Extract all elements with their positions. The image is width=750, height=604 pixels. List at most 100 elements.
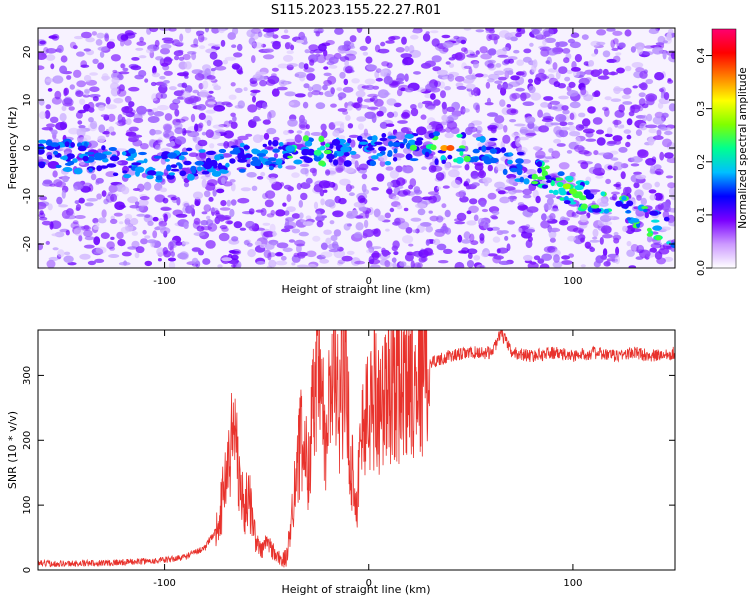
spectrogram-cell (430, 93, 436, 100)
y-tick-label: -10 (22, 188, 33, 204)
spectrogram-cell (479, 168, 485, 177)
spectrogram-cell (118, 84, 125, 92)
spectrogram-cell (263, 33, 273, 38)
spectrogram-cell (618, 42, 626, 49)
spectrogram-cell (410, 191, 415, 197)
spectrogram-cell (599, 237, 604, 245)
spectrogram-cell (640, 197, 647, 206)
spectrogram-cell (500, 230, 509, 234)
spectrogram-ridge-cell (122, 170, 128, 174)
spectrogram-cell (615, 246, 620, 256)
spectrogram-cell (306, 73, 316, 81)
spectrogram-cell (454, 52, 463, 60)
spectrogram-cell (39, 40, 46, 45)
spectrogram-cell (610, 39, 615, 49)
spectrogram-cell (191, 69, 203, 75)
spectrogram-ridge-cell (285, 145, 296, 152)
spectrogram-ridge-cell (55, 164, 62, 169)
spectrogram-cell (358, 123, 364, 130)
spectrogram-cell (415, 203, 427, 209)
spectrogram-cell (343, 167, 355, 173)
spectrogram-cell (154, 194, 166, 203)
spectrogram-cell (368, 255, 375, 265)
spectrogram-ridge-cell (358, 141, 369, 145)
spectrogram-cell (642, 182, 653, 190)
spectrogram-cell (107, 113, 116, 122)
spectrogram-cell (596, 29, 607, 36)
spectrogram-cell (159, 75, 166, 80)
spectrogram-cell (468, 205, 479, 213)
spectrogram-cell (272, 40, 281, 50)
spectrogram-ridge-cell (655, 235, 662, 241)
spectrogram-cell (561, 255, 571, 260)
spectrogram-cell (74, 215, 86, 219)
spectrogram-cell (285, 218, 290, 228)
spectrogram-cell (127, 196, 139, 204)
spectrogram-cell (454, 75, 465, 82)
spectrogram-cell (236, 43, 243, 52)
spectrogram-cell (353, 201, 366, 208)
spectrogram-cell (413, 71, 421, 75)
spectrogram-cell (256, 261, 266, 265)
spectrogram-ridge-cell (293, 159, 303, 165)
spectrogram-cell (247, 104, 258, 113)
spectrogram-ridge-cell (519, 176, 525, 183)
spectrogram-cell (120, 34, 129, 41)
spectrogram-cell (411, 195, 423, 203)
spectrogram-ridge-cell (369, 160, 377, 167)
spectrogram-ridge-cell (153, 171, 164, 177)
spectrogram-cell (610, 157, 619, 161)
spectrogram-cell (531, 28, 540, 35)
spectrogram-cell (614, 109, 625, 118)
y-tick-label: 20 (22, 46, 33, 59)
spectrogram-cell (430, 124, 442, 128)
spectrogram-cell (402, 235, 414, 244)
spectrogram-cell (92, 225, 100, 230)
spectrogram-ridge-cell (489, 148, 498, 154)
spectrogram-cell (38, 111, 47, 120)
spectrogram-cell (287, 186, 294, 192)
spectrogram-ridge-cell (646, 227, 652, 232)
spectrogram-cell (320, 251, 333, 258)
spectrogram-cell (436, 186, 441, 190)
spectrogram-ridge-cell (559, 197, 565, 201)
spectrogram-ridge-cell (238, 168, 246, 173)
spectrogram-cell (652, 135, 664, 140)
spectrogram-cell (175, 118, 186, 123)
spectrogram-cell (445, 126, 452, 133)
spectrogram-cell (486, 33, 492, 42)
spectrogram-cell (454, 261, 465, 268)
spectrogram-cell (534, 77, 541, 85)
spectrogram-cell (649, 247, 657, 253)
spectrogram-cell (117, 89, 127, 97)
spectrogram-cell (373, 228, 381, 237)
colorbar: 0.0 0.1 0.2 0.3 0.4 Normalized spectral ampl… (696, 28, 749, 276)
spectrogram-cell (311, 90, 321, 96)
spectrogram-cell (365, 35, 372, 45)
spectrogram-cell (567, 235, 576, 242)
spectrogram-cell (229, 179, 236, 183)
spectrogram-cell (163, 70, 173, 76)
spectrogram-cell (479, 200, 486, 207)
spectrogram-cell (207, 179, 218, 187)
spectrogram-cell (516, 59, 525, 66)
spectrogram-cell (65, 230, 70, 236)
spectrogram-cell (53, 222, 59, 229)
spectrogram-cell (97, 46, 109, 52)
spectrogram-cell (334, 28, 344, 35)
spectrogram-cell (350, 158, 356, 165)
spectrogram-cell (149, 128, 156, 136)
spectrogram-cell (214, 65, 227, 71)
spectrogram-cell (92, 58, 99, 64)
spectrogram-cell (315, 208, 325, 215)
spectrogram-cell (495, 63, 502, 68)
spectrogram-cell (60, 55, 68, 63)
spectrogram-ridge-cell (414, 139, 423, 146)
spectrogram-cell (389, 170, 399, 179)
spectrogram-cell (224, 56, 237, 61)
spectrogram-cell (330, 103, 337, 108)
spectrogram-cell (207, 101, 216, 105)
spectrogram-cell (135, 47, 144, 51)
spectrogram-cell (259, 243, 267, 249)
